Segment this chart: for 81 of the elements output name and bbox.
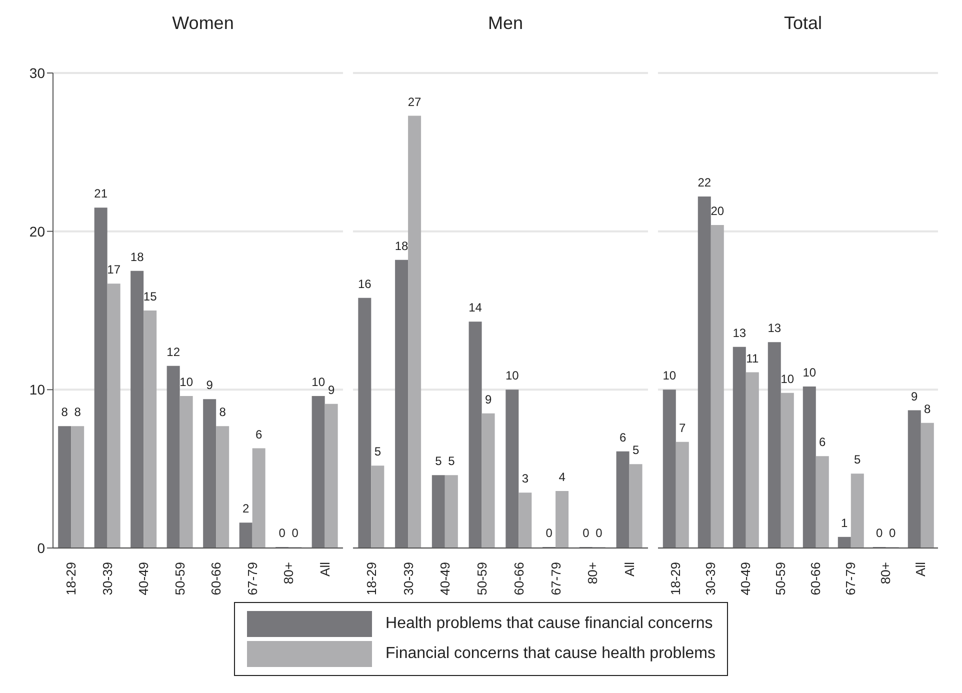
chart-title: Total [782,12,824,35]
data-label: 8 [61,405,68,420]
data-label: 5 [632,443,640,458]
x-tick-label: 50-59 [172,562,188,596]
data-label: 6 [819,435,826,450]
data-label: 10 [312,375,326,389]
x-tick-label: 67-79 [843,562,858,596]
x-tick-label: 60-66 [208,562,224,596]
y-tick-label: 20 [29,223,46,240]
chart-title: Men [486,12,524,35]
data-label: 7 [679,420,686,435]
data-label: 8 [219,405,226,420]
data-label: 10 [180,375,194,389]
x-tick-label: 40-49 [438,562,453,596]
data-label: 5 [374,444,382,459]
x-tick-label: 60-66 [808,562,823,596]
x-tick-label: 80+ [281,562,296,584]
data-label: 10 [780,372,794,386]
x-tick-label: 40-49 [136,562,152,596]
data-label: 1 [841,516,848,530]
data-label: 14 [468,300,482,315]
data-label: 13 [768,321,782,336]
data-label: 8 [924,402,932,416]
data-label: 18 [130,250,144,264]
data-label: 27 [408,94,422,109]
data-label: 0 [278,526,286,540]
x-tick-label: 18-29 [64,562,79,596]
data-label: 3 [522,472,529,486]
data-label: 9 [328,382,335,397]
y-tick-label: 30 [29,64,46,81]
data-label: 5 [435,454,442,468]
x-tick-label: 18-29 [364,562,379,596]
data-label: 10 [662,368,676,383]
x-tick-label: 18-29 [668,562,683,596]
x-tick-label: 30-39 [100,562,115,596]
x-tick-label: All [317,562,332,576]
data-label: 0 [596,526,603,540]
x-tick-label: 80+ [585,562,600,584]
x-tick-label: All [622,562,638,576]
data-label: 9 [484,392,492,406]
data-label: 5 [854,452,862,467]
data-label: 16 [358,276,372,291]
data-label: 18 [394,238,409,253]
x-tick-label: All [913,562,928,576]
data-label: 21 [94,186,108,201]
x-tick-label: 50-59 [773,562,788,596]
data-label: 5 [448,454,456,468]
data-label: 9 [206,378,214,392]
data-label: 0 [876,526,884,540]
data-label: 13 [732,326,746,340]
data-label: 20 [710,204,724,218]
x-tick-label: 67-79 [244,562,260,596]
data-label: 12 [166,344,180,359]
data-label: 4 [558,470,566,484]
data-label: 10 [505,368,520,383]
y-tick-label: 10 [29,382,46,398]
x-tick-label: 50-59 [474,562,490,596]
data-label: 11 [746,351,759,366]
x-tick-label: 60-66 [511,562,526,596]
chart-title: Women [171,12,235,35]
x-tick-label: 67-79 [548,562,564,596]
data-label: 0 [292,526,299,540]
data-label: 10 [802,366,816,380]
data-label: 9 [911,389,918,404]
data-label: 0 [546,526,553,540]
data-label: 2 [242,502,250,516]
data-label: 22 [698,176,712,190]
x-tick-label: 30-39 [400,562,416,596]
data-label: 0 [889,526,896,540]
x-tick-label: 30-39 [703,562,718,596]
y-tick-label: 0 [37,540,46,556]
text: Health problems that cause financial concerns [386,615,713,633]
data-label: 17 [107,262,121,277]
data-label: 6 [619,430,626,444]
x-tick-label: 40-49 [738,562,753,596]
text: Financial concerns that cause health problems [386,645,716,663]
data-label: 15 [143,290,158,304]
data-label: 8 [74,405,82,420]
data-label: 6 [255,427,262,442]
x-tick-label: 80+ [878,562,893,584]
data-label: 0 [582,526,590,540]
